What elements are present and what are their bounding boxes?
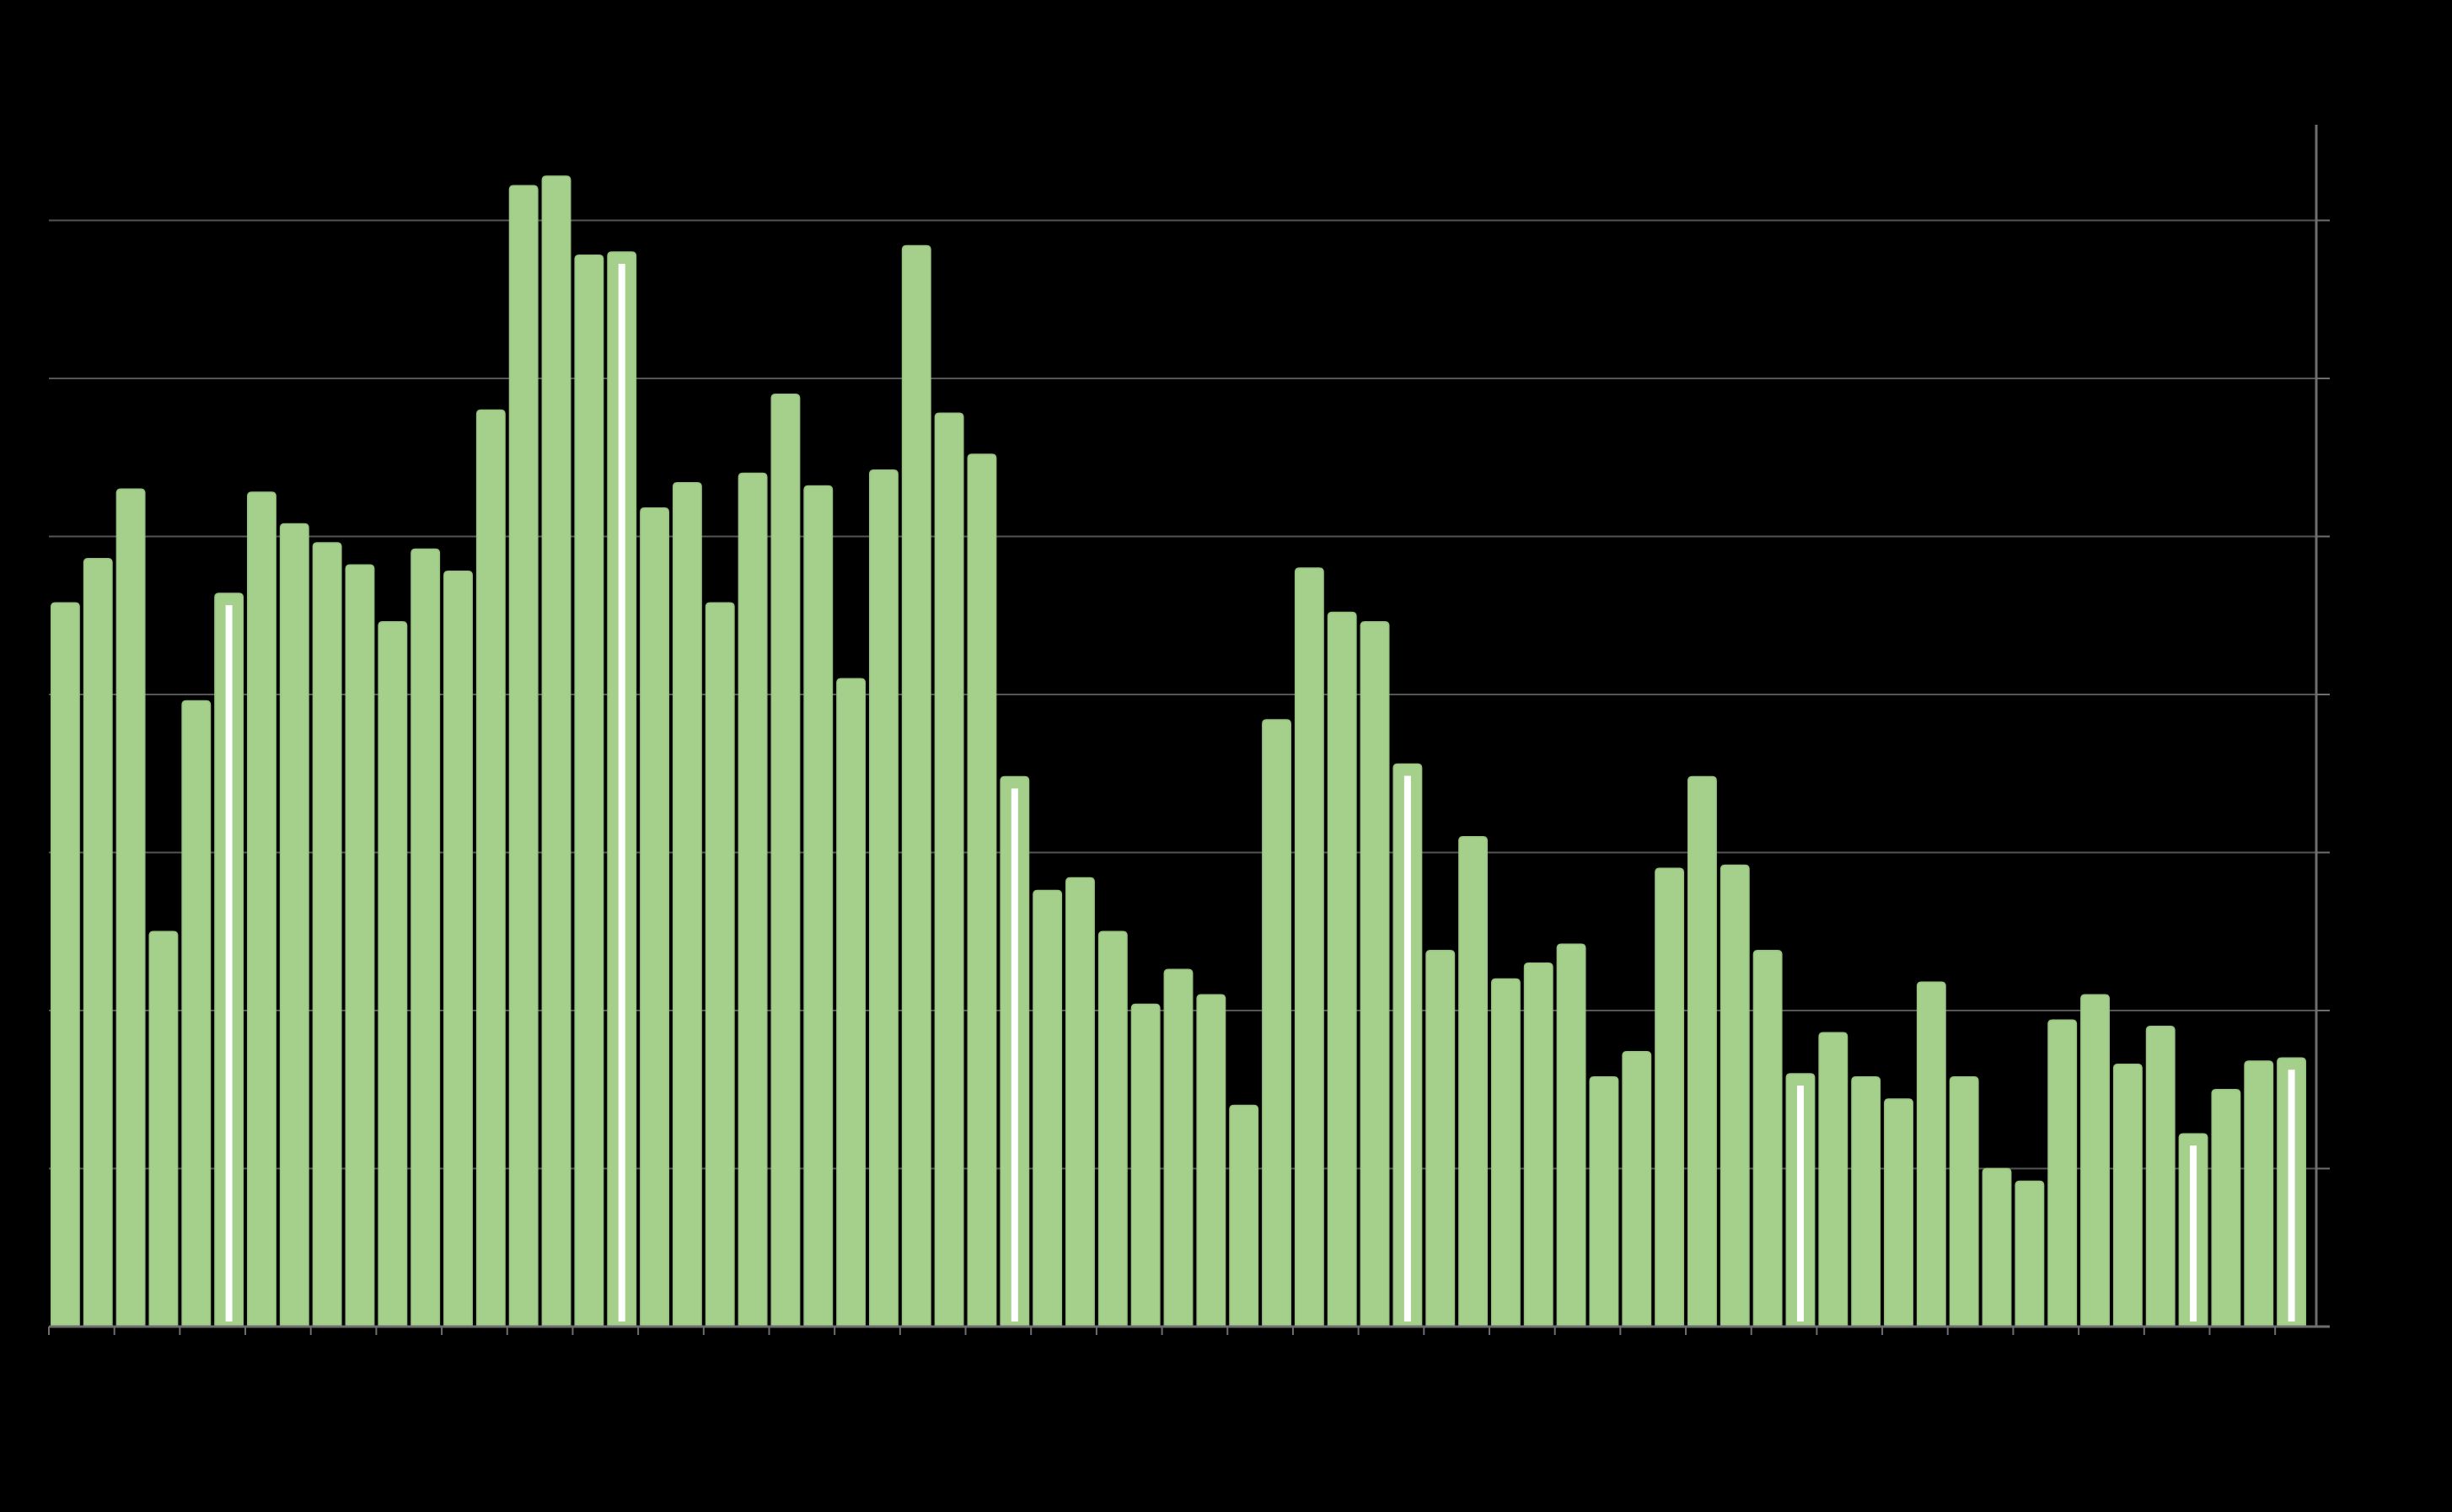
bars [50, 175, 2307, 1327]
bar-13 [443, 571, 473, 1327]
bar-24 [803, 485, 834, 1327]
bar-67 [2211, 1089, 2241, 1327]
bar-65 [2145, 1026, 2176, 1327]
bar-19 [640, 507, 670, 1327]
bar-27 [901, 244, 931, 1327]
bar-8 [279, 523, 309, 1327]
bar-7 [247, 491, 276, 1327]
bar-35 [1163, 968, 1194, 1327]
bar-5 [181, 700, 212, 1327]
bar-9 [312, 542, 342, 1327]
bar-21 [705, 602, 735, 1327]
bar-22 [738, 472, 768, 1327]
bar-25 [836, 678, 867, 1327]
bar-4 [148, 930, 179, 1327]
bar-15 [508, 185, 539, 1327]
bar-33 [1097, 930, 1128, 1327]
bar-63 [2080, 994, 2110, 1327]
bar-47 [1556, 943, 1586, 1327]
bar-17 [574, 255, 604, 1327]
bar-51 [1687, 775, 1717, 1327]
bar-32 [1065, 877, 1095, 1327]
bar-38 [1262, 719, 1291, 1327]
bar-45 [1490, 978, 1521, 1327]
bar-highlight-54 [1796, 1086, 1804, 1322]
bar-highlight-66 [2190, 1145, 2197, 1322]
bar-26 [868, 469, 899, 1327]
bar-28 [934, 412, 964, 1327]
bar-55 [1818, 1032, 1848, 1327]
bar-23 [770, 394, 801, 1327]
bar-14 [475, 409, 506, 1327]
bar-43 [1425, 950, 1456, 1327]
bar-highlight-42 [1403, 775, 1411, 1322]
bar-16 [541, 175, 571, 1327]
bar-52 [1720, 864, 1750, 1327]
bar-48 [1589, 1076, 1619, 1327]
bar-highlight-30 [1011, 788, 1018, 1322]
bar-58 [1916, 981, 1946, 1327]
bar-68 [2244, 1060, 2274, 1327]
bar-12 [410, 548, 441, 1327]
bar-62 [2047, 1019, 2078, 1327]
bar-11 [378, 621, 408, 1327]
bar-37 [1229, 1104, 1259, 1327]
bar-61 [2015, 1180, 2045, 1327]
bar-20 [672, 482, 702, 1327]
bar-39 [1294, 567, 1324, 1327]
bar-41 [1360, 621, 1390, 1327]
bar-highlight-6 [225, 605, 233, 1322]
bar-highlight-18 [618, 264, 625, 1322]
bar-56 [1851, 1076, 1881, 1327]
bar-59 [1949, 1076, 1979, 1327]
bar-highlight-69 [2288, 1070, 2295, 1322]
bar-46 [1523, 962, 1553, 1327]
bar-3 [115, 488, 146, 1327]
bar-49 [1622, 1051, 1652, 1327]
axes [48, 125, 2330, 1335]
bar-10 [345, 564, 375, 1327]
bar-64 [2112, 1064, 2143, 1327]
bar-1 [50, 602, 80, 1327]
bar-60 [1982, 1167, 2012, 1327]
bar-57 [1884, 1098, 1913, 1327]
bar-36 [1196, 994, 1226, 1327]
bar-50 [1655, 867, 1685, 1327]
bar-31 [1033, 889, 1063, 1327]
bar-40 [1327, 611, 1357, 1327]
bar-53 [1752, 950, 1783, 1327]
bar-34 [1130, 1003, 1161, 1327]
bar-29 [967, 453, 997, 1327]
bar-44 [1458, 836, 1489, 1327]
bar-2 [83, 558, 113, 1327]
